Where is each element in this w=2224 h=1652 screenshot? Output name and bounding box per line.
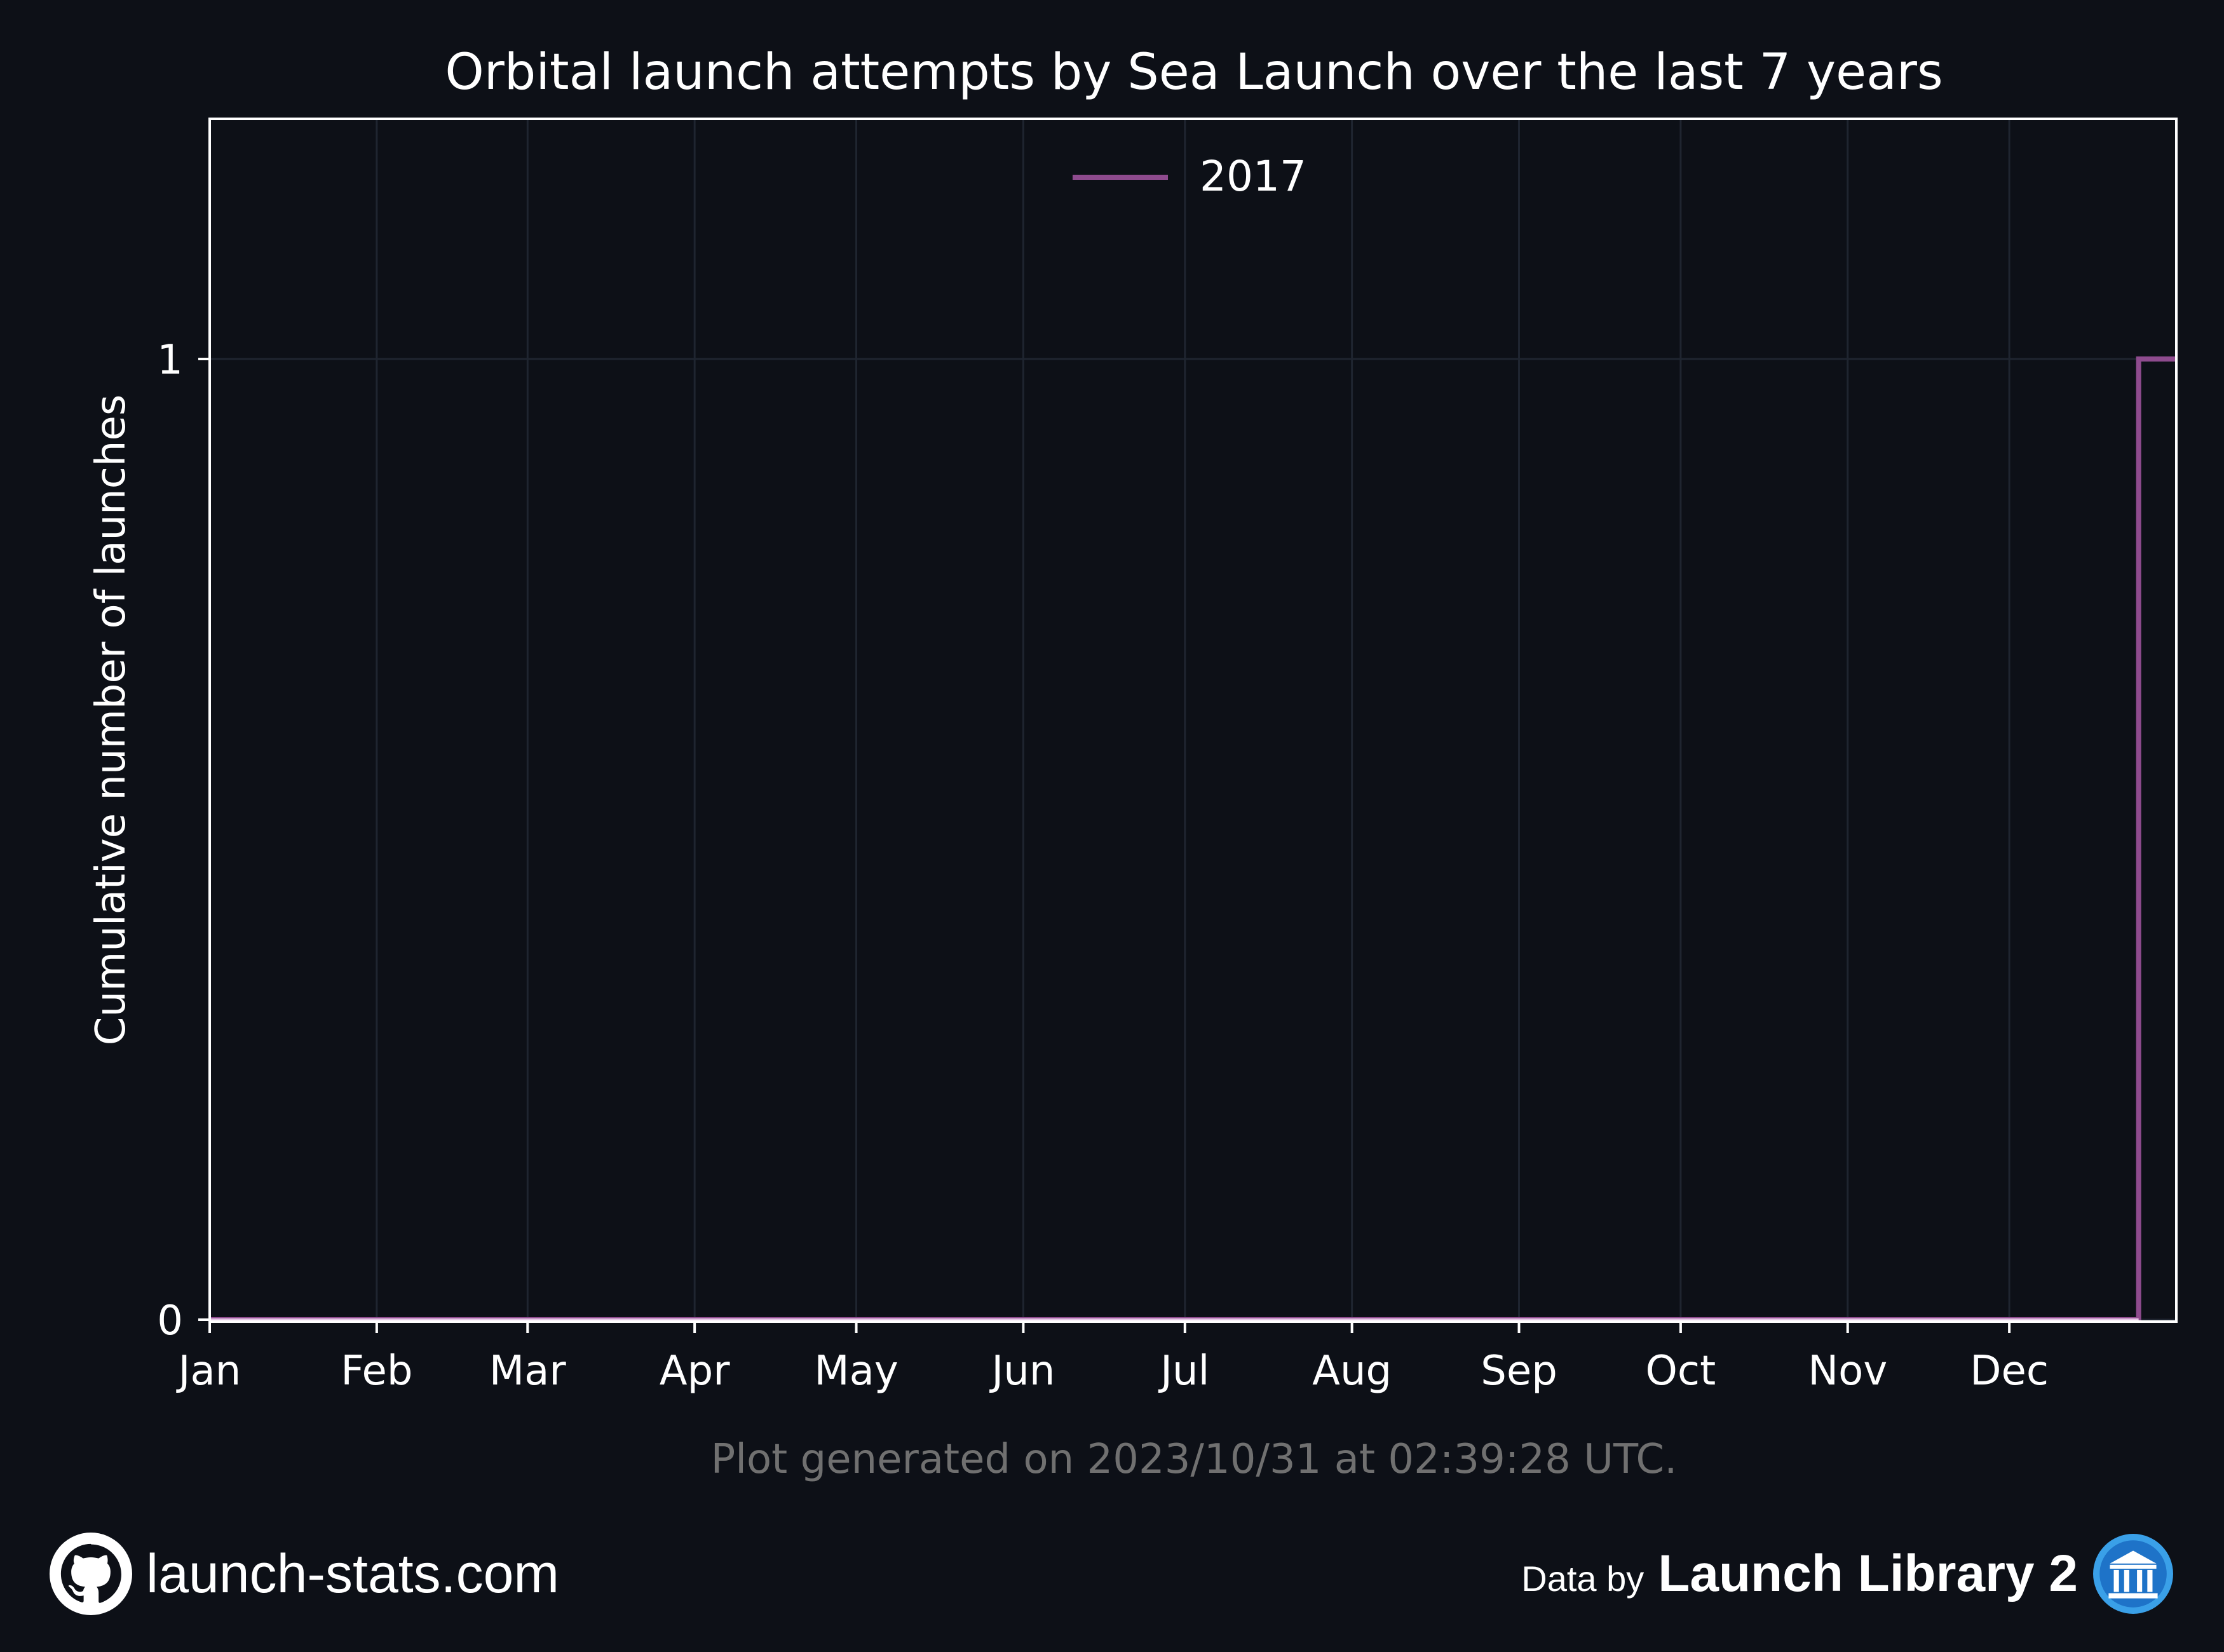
x-tick-label: Feb bbox=[341, 1348, 412, 1395]
x-tick-label: Mar bbox=[489, 1348, 566, 1395]
x-tick-label: Jul bbox=[1158, 1348, 1209, 1395]
y-tick-label: 0 bbox=[157, 1297, 183, 1344]
site-credit[interactable]: launch-stats.com bbox=[50, 1533, 559, 1615]
site-link[interactable]: launch-stats.com bbox=[146, 1543, 560, 1604]
y-axis-label: Cumulative number of launches bbox=[88, 395, 135, 1045]
x-tick-label: Jan bbox=[176, 1348, 241, 1395]
plot-frame bbox=[208, 118, 2178, 1323]
x-tick-label: Aug bbox=[1312, 1348, 1392, 1395]
x-tick-label: May bbox=[814, 1348, 898, 1395]
launch-library-logo-icon[interactable] bbox=[2092, 1533, 2174, 1615]
x-tick-label: Jun bbox=[989, 1348, 1055, 1395]
series-line-2017 bbox=[210, 356, 2176, 1322]
axis-layer: Jan Feb Mar Apr May Jun Jul Aug Sep Oct Nov Dec 0 1 bbox=[157, 337, 2049, 1395]
grid-layer bbox=[210, 119, 2176, 1322]
legend[interactable]: 2017 bbox=[1073, 152, 1306, 201]
legend-label-2017: 2017 bbox=[1200, 152, 1306, 201]
series-layer bbox=[210, 356, 2176, 1322]
generated-timestamp: Plot generated on 2023/10/31 at 02:39:28… bbox=[711, 1436, 1678, 1483]
data-source-credit[interactable]: Data by Launch Library 2 bbox=[1521, 1533, 2174, 1615]
data-by-label: Data by bbox=[1521, 1558, 1644, 1599]
chart-title: Orbital launch attempts by Sea Launch ov… bbox=[445, 44, 1943, 101]
x-tick-label: Sep bbox=[1481, 1348, 1557, 1395]
x-tick-label: Apr bbox=[660, 1348, 730, 1395]
x-tick-label: Dec bbox=[1970, 1348, 2049, 1395]
y-tick-label: 1 bbox=[157, 337, 183, 384]
data-source-name[interactable]: Launch Library 2 bbox=[1658, 1545, 2078, 1602]
github-icon[interactable] bbox=[50, 1533, 132, 1615]
x-tick-label: Nov bbox=[1808, 1348, 1887, 1395]
x-tick-label: Oct bbox=[1646, 1348, 1716, 1395]
